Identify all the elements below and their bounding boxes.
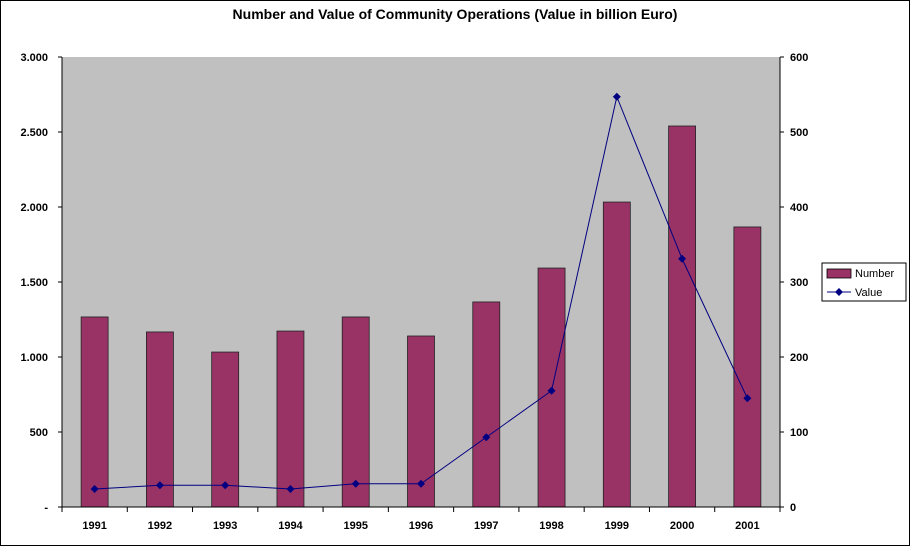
right-tick-label: 200 — [790, 352, 808, 364]
bar-number-1993 — [211, 351, 240, 508]
x-tick-label: 1996 — [409, 520, 433, 532]
bar-number-1997 — [472, 301, 501, 508]
x-tick-label: 1999 — [605, 520, 629, 532]
x-tick-label: 1998 — [539, 520, 563, 532]
right-tick-label: 600 — [790, 52, 808, 64]
value-point-2001 — [743, 394, 752, 403]
left-tick-label: 1.500 — [20, 277, 48, 289]
x-tick-label: 1993 — [213, 520, 237, 532]
bar-number-1995 — [341, 316, 370, 508]
left-tick-label: 2.000 — [20, 202, 48, 214]
value-point-1998 — [547, 386, 556, 395]
left-tick-label: 1.000 — [20, 352, 48, 364]
right-tick-label: 400 — [790, 202, 808, 214]
legend-number-swatch — [826, 268, 852, 279]
chart-title: Number and Value of Community Operations… — [233, 6, 678, 22]
right-tick-label: 100 — [790, 427, 808, 439]
x-tick-label: 1994 — [278, 520, 303, 532]
x-tick-label: 1995 — [343, 520, 367, 532]
right-tick-label: 500 — [790, 127, 808, 139]
legend-value-marker — [835, 288, 843, 296]
x-tick-label: 1992 — [148, 520, 172, 532]
value-point-1993 — [221, 481, 230, 490]
bar-number-1999 — [602, 201, 631, 508]
left-tick-label: 3.000 — [20, 52, 48, 64]
value-point-1996 — [417, 479, 425, 488]
legend-value-label: Value — [855, 287, 882, 299]
right-tick-label: 300 — [790, 277, 808, 289]
value-point-1992 — [155, 481, 164, 490]
x-tick-label: 2000 — [670, 520, 694, 532]
value-point-1994 — [286, 485, 295, 493]
bar-number-1996 — [407, 335, 435, 508]
bar-number-2000 — [668, 125, 696, 508]
bar-number-1991 — [80, 316, 109, 508]
value-point-2000 — [678, 254, 687, 263]
value-point-1997 — [482, 433, 491, 442]
left-tick-label: 500 — [30, 427, 48, 439]
bar-number-2001 — [733, 226, 762, 508]
value-point-1991 — [90, 485, 99, 493]
value-point-1995 — [351, 479, 360, 488]
value-point-1999 — [612, 92, 621, 101]
bar-number-1992 — [146, 331, 174, 508]
left-tick-label: - — [44, 502, 48, 514]
right-tick-label: 0 — [790, 502, 796, 514]
left-tick-label: 2.500 — [20, 127, 48, 139]
legend-number-label: Number — [855, 268, 894, 280]
x-tick-label: 1991 — [82, 520, 106, 532]
x-tick-label: 2001 — [735, 520, 759, 532]
legend: Number Value — [821, 262, 907, 302]
x-tick-label: 1997 — [474, 520, 498, 532]
bar-number-1994 — [276, 330, 305, 508]
